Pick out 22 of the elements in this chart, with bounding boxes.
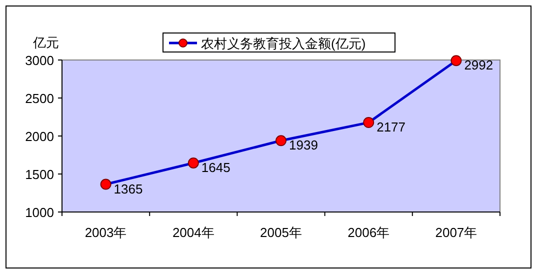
point	[363, 117, 374, 128]
y-tick-label: 3000	[25, 53, 54, 68]
y-tick-label: 2500	[25, 91, 54, 106]
y-tick-label: 2000	[25, 129, 54, 144]
y-tick-label: 1500	[25, 167, 54, 182]
data-label: 1645	[201, 160, 230, 175]
point	[188, 157, 199, 168]
data-label: 1365	[114, 181, 143, 196]
point	[450, 55, 462, 66]
x-tick-label: 2006年	[348, 225, 390, 240]
point	[276, 135, 286, 146]
point	[100, 178, 112, 190]
data-label: 1939	[289, 138, 318, 153]
legend-label: 农村义务教育投入金额(亿元)	[201, 36, 366, 51]
data-label: 2177	[376, 120, 406, 135]
x-tick-label: 2005年	[260, 225, 302, 240]
x-tick-label: 2007年	[435, 225, 478, 240]
x-tick-label: 2003年	[84, 225, 127, 240]
x-tick-label: 2004年	[172, 225, 214, 240]
y-tick-label: 1000	[25, 205, 54, 220]
data-label: 2992	[464, 58, 494, 73]
y-axis-title: 亿元	[32, 35, 59, 50]
